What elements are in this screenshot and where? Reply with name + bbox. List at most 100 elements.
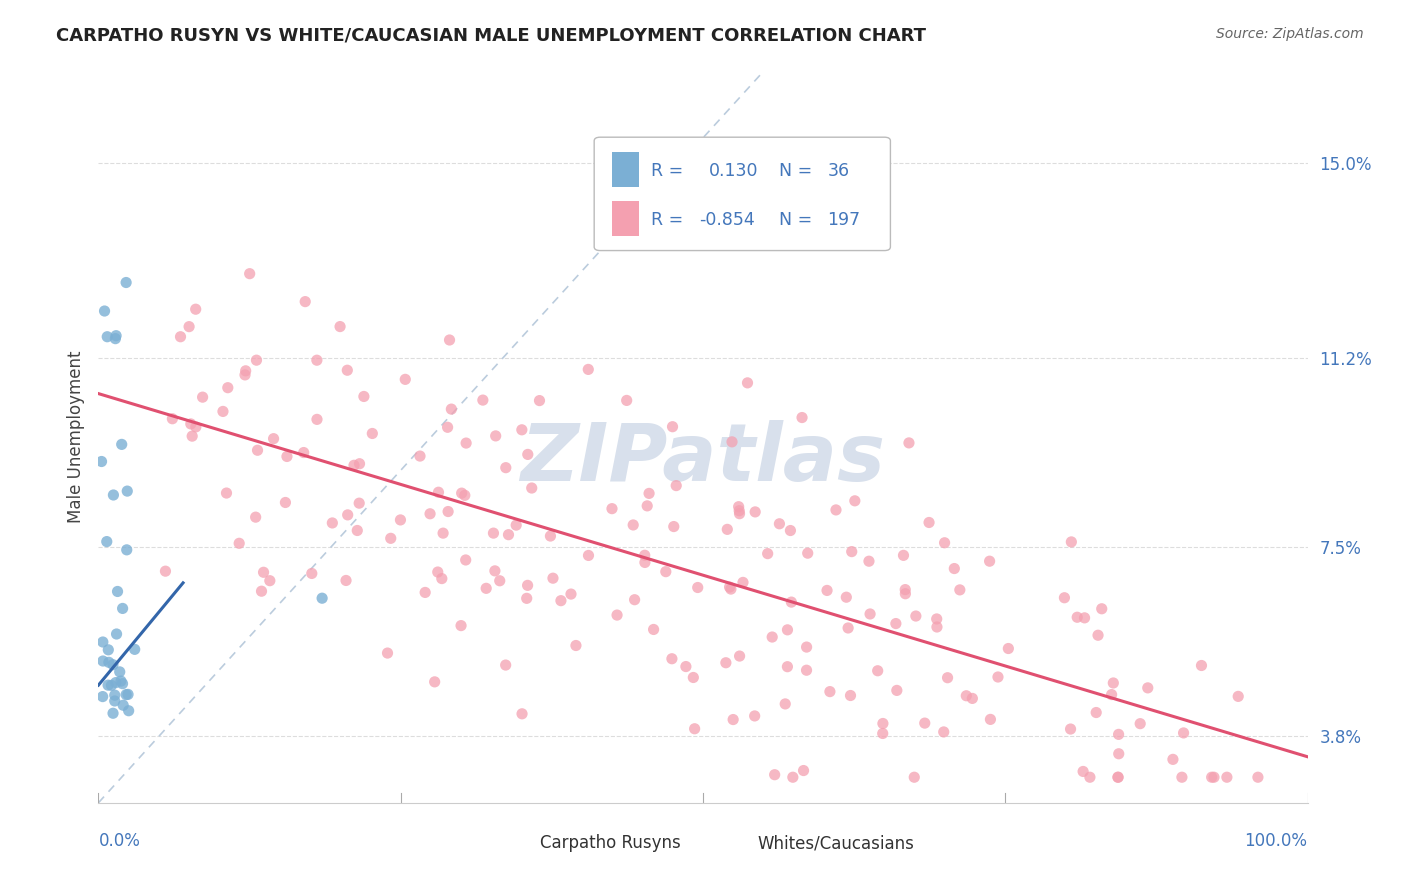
Point xyxy=(437,504,460,518)
Point xyxy=(893,549,915,563)
Point xyxy=(1101,688,1123,702)
Point xyxy=(305,353,328,368)
Point xyxy=(782,770,804,784)
Y-axis label: Male Unemployment: Male Unemployment xyxy=(66,351,84,524)
Point xyxy=(336,508,359,522)
Point xyxy=(91,690,114,704)
Point xyxy=(432,526,454,541)
Point xyxy=(520,481,543,495)
Point xyxy=(1059,722,1081,736)
Point xyxy=(903,770,925,784)
Point xyxy=(495,460,517,475)
Point xyxy=(714,656,737,670)
Point xyxy=(1191,658,1213,673)
Point xyxy=(661,651,683,665)
Point xyxy=(550,593,572,607)
Text: CARPATHO RUSYN VS WHITE/CAUCASIAN MALE UNEMPLOYMENT CORRELATION CHART: CARPATHO RUSYN VS WHITE/CAUCASIAN MALE U… xyxy=(56,27,927,45)
Text: 0.0%: 0.0% xyxy=(98,832,141,850)
Point xyxy=(962,691,984,706)
Point xyxy=(93,304,115,318)
Point xyxy=(925,620,948,634)
Point xyxy=(943,561,966,575)
Point xyxy=(872,726,894,740)
Point xyxy=(1071,764,1094,779)
Point xyxy=(858,554,880,568)
Point xyxy=(1107,770,1129,784)
Point xyxy=(796,546,818,560)
Point xyxy=(321,516,343,530)
Point xyxy=(91,635,114,649)
Point xyxy=(450,618,472,632)
Point xyxy=(112,698,135,713)
Point xyxy=(177,319,200,334)
Point xyxy=(683,722,706,736)
Point xyxy=(718,580,741,594)
Point xyxy=(600,501,623,516)
Point xyxy=(773,697,796,711)
Point xyxy=(427,485,450,500)
Text: -0.854: -0.854 xyxy=(699,211,755,229)
Point xyxy=(450,486,472,500)
Point xyxy=(347,496,370,510)
Point xyxy=(233,368,256,382)
Point xyxy=(105,328,128,343)
Point xyxy=(91,654,114,668)
Point xyxy=(118,704,141,718)
Point xyxy=(482,526,505,541)
Text: ZIPatlas: ZIPatlas xyxy=(520,420,886,498)
Point xyxy=(440,402,463,417)
Point xyxy=(538,529,561,543)
Point xyxy=(825,503,848,517)
Point xyxy=(510,423,533,437)
Point xyxy=(578,549,600,563)
Point xyxy=(115,542,138,557)
Point xyxy=(124,642,146,657)
Point xyxy=(925,612,948,626)
Bar xyxy=(613,152,638,186)
Point xyxy=(484,564,506,578)
Point xyxy=(716,522,738,536)
Point xyxy=(768,516,790,531)
Point xyxy=(955,689,977,703)
Point xyxy=(918,516,941,530)
Point xyxy=(662,519,685,533)
Point xyxy=(235,364,257,378)
Point xyxy=(117,687,139,701)
Point xyxy=(245,353,267,368)
Point xyxy=(162,411,184,425)
Point xyxy=(790,410,813,425)
Point xyxy=(336,363,359,377)
Point xyxy=(311,591,333,606)
Point xyxy=(97,656,120,670)
Point xyxy=(1216,770,1239,784)
Point xyxy=(841,544,863,558)
Text: 36: 36 xyxy=(828,161,849,179)
Point xyxy=(301,566,323,581)
Point xyxy=(744,505,766,519)
Point xyxy=(475,582,498,596)
Point xyxy=(276,450,298,464)
Text: Source: ZipAtlas.com: Source: ZipAtlas.com xyxy=(1216,27,1364,41)
Point xyxy=(103,488,125,502)
Point xyxy=(1085,706,1108,720)
Point xyxy=(100,678,122,692)
Bar xyxy=(498,830,524,856)
Point xyxy=(737,376,759,390)
Point xyxy=(1108,747,1130,761)
Point xyxy=(228,536,250,550)
Bar xyxy=(717,830,744,856)
Point xyxy=(1107,770,1129,784)
Point xyxy=(763,768,786,782)
Point xyxy=(779,524,801,538)
Point xyxy=(844,493,866,508)
Point xyxy=(997,641,1019,656)
Point xyxy=(107,584,129,599)
Point xyxy=(1129,716,1152,731)
Point xyxy=(1087,628,1109,642)
Point xyxy=(108,665,131,679)
Point xyxy=(1066,610,1088,624)
Point xyxy=(516,447,538,461)
Point xyxy=(1053,591,1076,605)
Point xyxy=(454,488,477,502)
Point xyxy=(516,591,538,606)
